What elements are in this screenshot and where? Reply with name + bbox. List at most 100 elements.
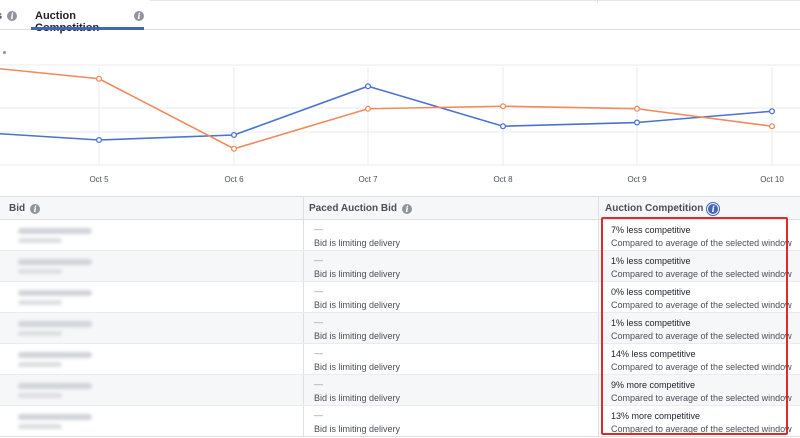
column-divider	[598, 375, 599, 405]
paced-bid-value: —	[314, 317, 323, 327]
table-body: — Bid is limiting delivery 7% less competi…	[0, 220, 800, 437]
paced-bid-value: —	[314, 286, 323, 296]
tab-previous[interactable]: s i	[0, 10, 18, 30]
auction-competition-chart: Oct 5 Oct 6 Oct 7 Oct 8 Oct 9 Oct 10	[0, 64, 800, 184]
column-divider	[303, 197, 304, 219]
blurred-ad-name[interactable]	[18, 259, 92, 265]
table-bottom-border	[0, 436, 800, 437]
blurred-ad-detail	[18, 238, 62, 243]
paced-bid-status: Bid is limiting delivery	[314, 238, 401, 248]
data-point[interactable]	[768, 123, 776, 130]
table-row: — Bid is limiting delivery 14% less compet…	[0, 344, 800, 375]
table-header: Bid i Paced Auction Bid i Auction Compet…	[0, 196, 800, 220]
x-tick-label: Oct 8	[493, 175, 513, 184]
blurred-ad-detail	[18, 424, 62, 429]
blurred-ad-detail	[18, 393, 62, 398]
blurred-ad-detail	[18, 300, 62, 305]
data-point[interactable]	[499, 103, 507, 110]
info-icon[interactable]: i	[7, 11, 18, 21]
column-divider	[598, 282, 599, 312]
data-point[interactable]	[95, 136, 103, 144]
blurred-ad-name[interactable]	[18, 321, 92, 327]
column-header-auction-competition[interactable]: Auction Competition i	[605, 197, 721, 219]
chart-edge-marker	[3, 51, 6, 54]
competition-note: Compared to average of the selected wind…	[611, 331, 792, 341]
data-point[interactable]	[95, 75, 103, 82]
paced-bid-status: Bid is limiting delivery	[314, 331, 401, 341]
competition-note: Compared to average of the selected wind…	[611, 269, 792, 279]
info-icon[interactable]: i	[134, 11, 144, 21]
x-tick-label: Oct 7	[358, 175, 378, 184]
blurred-ad-name[interactable]	[18, 352, 92, 358]
competition-note: Compared to average of the selected wind…	[611, 393, 792, 403]
active-tab-indicator	[31, 27, 144, 30]
table-row: — Bid is limiting delivery 0% less competi…	[0, 282, 800, 313]
tab-bar-divider	[597, 0, 598, 3]
data-point[interactable]	[633, 119, 641, 126]
tab-bar-top-border	[150, 0, 800, 1]
competition-value: 14% less competitive	[611, 349, 696, 359]
column-header-paced-label: Paced Auction Bid	[309, 202, 397, 214]
blurred-ad-name[interactable]	[18, 414, 92, 420]
x-tick-label: Oct 6	[224, 175, 244, 184]
data-point[interactable]	[230, 131, 238, 139]
competition-value: 9% more competitive	[611, 380, 696, 390]
competition-value: 13% more competitive	[611, 411, 701, 421]
data-point[interactable]	[364, 105, 372, 112]
blurred-ad-detail	[18, 362, 62, 367]
series-line-1	[0, 67, 773, 150]
column-divider	[598, 220, 599, 250]
column-divider	[598, 344, 599, 374]
table-row: — Bid is limiting delivery 1% less competi…	[0, 251, 800, 282]
competition-value: 0% less competitive	[611, 287, 691, 297]
data-point[interactable]	[364, 83, 372, 90]
data-point[interactable]	[230, 145, 238, 152]
column-header-bid-label: Bid	[9, 202, 26, 214]
column-divider	[303, 251, 304, 281]
column-divider	[598, 197, 599, 219]
column-header-bid[interactable]: Bid i	[9, 197, 41, 219]
column-divider	[303, 282, 304, 312]
competition-value: 1% less competitive	[611, 318, 691, 328]
column-divider	[303, 220, 304, 250]
blurred-ad-detail	[18, 269, 62, 274]
info-icon[interactable]: i	[706, 201, 721, 216]
paced-bid-value: —	[314, 224, 323, 234]
paced-bid-value: —	[314, 379, 323, 389]
paced-bid-status: Bid is limiting delivery	[314, 300, 401, 310]
table-row: — Bid is limiting delivery 13% more compet…	[0, 406, 800, 437]
column-divider	[303, 313, 304, 343]
blurred-ad-name[interactable]	[18, 383, 92, 389]
table-row: — Bid is limiting delivery 9% more competi…	[0, 375, 800, 406]
tab-previous-label: s	[0, 10, 2, 22]
column-divider	[598, 251, 599, 281]
paced-bid-status: Bid is limiting delivery	[314, 424, 401, 434]
blurred-ad-name[interactable]	[18, 228, 92, 234]
x-tick-label: Oct 9	[627, 175, 647, 184]
info-icon[interactable]: i	[30, 203, 41, 214]
tab-bar: s i Auction Competition i	[0, 0, 800, 34]
column-header-auction-label: Auction Competition	[605, 202, 704, 214]
x-tick-label: Oct 5	[89, 175, 109, 184]
blurred-ad-name[interactable]	[18, 290, 92, 296]
paced-bid-value: —	[314, 410, 323, 420]
paced-bid-status: Bid is limiting delivery	[314, 393, 401, 403]
data-point[interactable]	[768, 108, 776, 115]
table-row: — Bid is limiting delivery 1% less competi…	[0, 313, 800, 344]
competition-note: Compared to average of the selected wind…	[611, 300, 792, 310]
column-divider	[598, 313, 599, 343]
competition-value: 7% less competitive	[611, 225, 691, 235]
column-divider	[303, 375, 304, 405]
competition-note: Compared to average of the selected wind…	[611, 362, 792, 372]
column-divider	[303, 406, 304, 436]
x-tick-label: Oct 10	[760, 175, 784, 184]
info-icon[interactable]: i	[401, 203, 412, 214]
competition-value: 1% less competitive	[611, 256, 691, 266]
competition-note: Compared to average of the selected wind…	[611, 238, 792, 248]
results-table: Bid i Paced Auction Bid i Auction Compet…	[0, 196, 800, 437]
data-point[interactable]	[499, 123, 507, 130]
competition-note: Compared to average of the selected wind…	[611, 424, 792, 434]
data-point[interactable]	[633, 105, 641, 112]
column-divider	[303, 344, 304, 374]
column-header-paced-auction-bid[interactable]: Paced Auction Bid i	[309, 197, 412, 219]
